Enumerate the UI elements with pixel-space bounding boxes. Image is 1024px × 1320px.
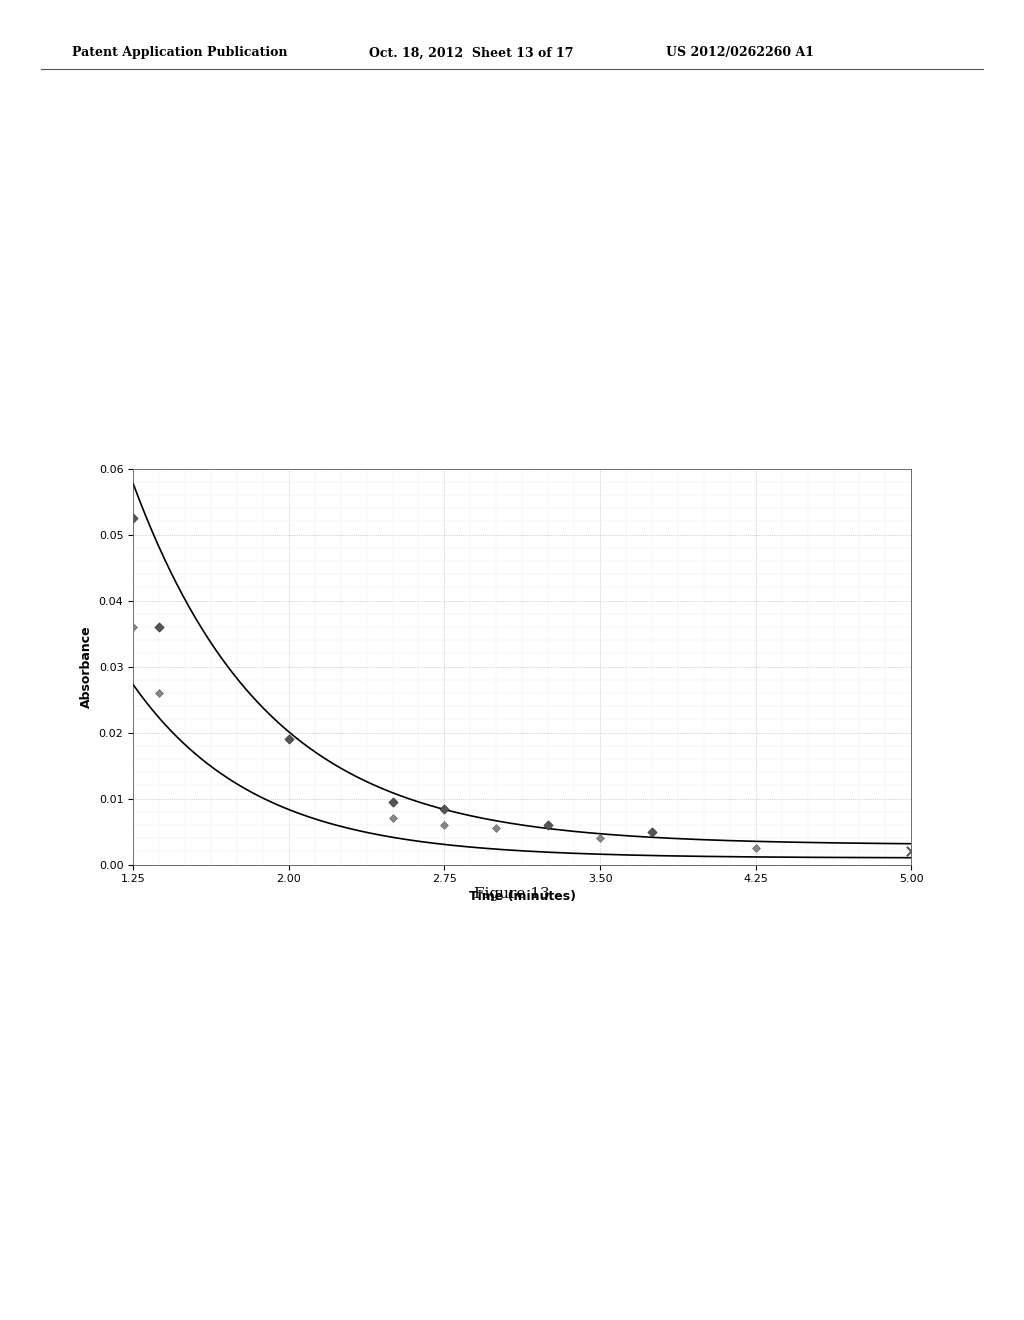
Point [436,814,453,836]
X-axis label: Time (minutes): Time (minutes) [469,890,575,903]
Y-axis label: Absorbance: Absorbance [80,626,93,708]
Point [592,828,608,849]
Text: Figure 13: Figure 13 [474,887,550,900]
Point [384,808,400,829]
Bar [133,469,911,865]
Text: Patent Application Publication: Patent Application Publication [72,46,287,59]
Point [125,616,141,638]
Point [644,821,660,842]
Point [281,729,297,750]
Point [384,791,400,812]
Text: Oct. 18, 2012  Sheet 13 of 17: Oct. 18, 2012 Sheet 13 of 17 [369,46,573,59]
Point [540,814,556,836]
Point [903,841,920,862]
Point [125,507,141,528]
Point [436,797,453,818]
Text: US 2012/0262260 A1: US 2012/0262260 A1 [666,46,814,59]
Point [151,682,167,704]
Point [151,616,167,638]
Point [748,838,764,859]
Point [488,817,505,840]
